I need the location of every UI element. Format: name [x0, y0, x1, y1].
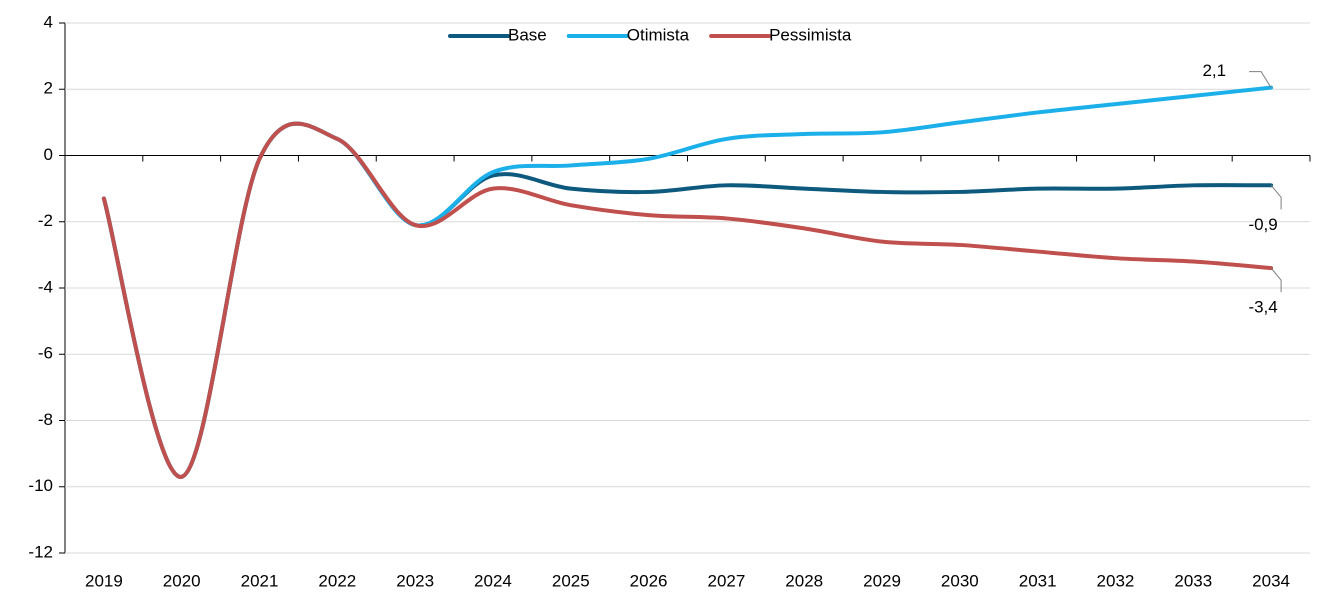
- x-tick-label: 2020: [163, 571, 201, 590]
- y-tick-label: 4: [44, 12, 53, 31]
- y-tick-label: -4: [38, 277, 53, 296]
- x-tick-label: 2034: [1252, 571, 1290, 590]
- x-tick-label: 2033: [1174, 571, 1212, 590]
- x-tick-label: 2019: [85, 571, 123, 590]
- series-line: [101, 85, 1274, 479]
- x-tick-label: 2026: [630, 571, 668, 590]
- x-tick-label: 2025: [552, 571, 590, 590]
- y-tick-label: -12: [28, 542, 53, 561]
- x-tick-label: 2021: [241, 571, 279, 590]
- legend-label: Pessimista: [769, 25, 852, 44]
- x-tick-label: 2022: [318, 571, 356, 590]
- x-tick-label: 2024: [474, 571, 512, 590]
- x-tick-label: 2030: [941, 571, 979, 590]
- x-tick-label: 2029: [863, 571, 901, 590]
- y-tick-label: -8: [38, 410, 53, 429]
- series-line: [101, 121, 1274, 479]
- y-tick-label: -6: [38, 344, 53, 363]
- legend-label: Base: [508, 25, 547, 44]
- data-label: 2,1: [1202, 61, 1226, 80]
- y-tick-label: -10: [28, 476, 53, 495]
- x-tick-label: 2031: [1019, 571, 1057, 590]
- x-tick-label: 2023: [396, 571, 434, 590]
- y-tick-label: 2: [44, 79, 53, 98]
- x-tick-label: 2028: [785, 571, 823, 590]
- data-label: -0,9: [1248, 215, 1277, 234]
- series-line: [101, 121, 1274, 479]
- y-tick-label: -2: [38, 211, 53, 230]
- legend-label: Otimista: [627, 25, 690, 44]
- leader-line: [1270, 267, 1282, 293]
- x-tick-label: 2032: [1097, 571, 1135, 590]
- data-label: -3,4: [1248, 298, 1277, 317]
- leader-line: [1270, 184, 1282, 210]
- leader-line: [1249, 71, 1272, 88]
- x-tick-label: 2027: [707, 571, 745, 590]
- y-tick-label: 0: [44, 145, 53, 164]
